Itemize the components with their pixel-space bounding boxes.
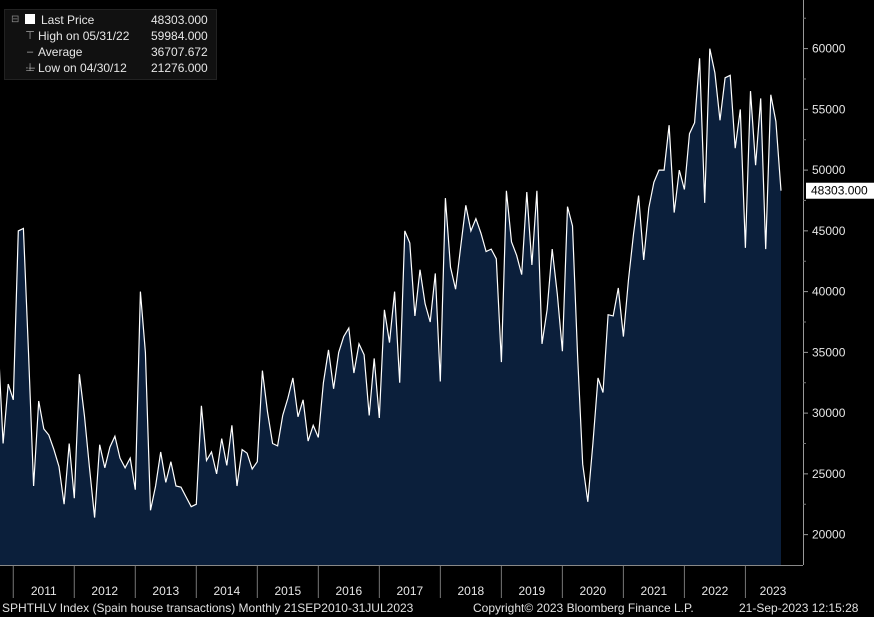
legend-row-average: –·– Average 36707.672	[5, 44, 216, 74]
x-tick-label: 2016	[335, 584, 362, 598]
low-marker-icon: ⊥	[25, 62, 35, 74]
x-tick-label: 2018	[457, 584, 484, 598]
high-marker-icon: ⊤	[25, 30, 35, 42]
footer-timestamp: 21-Sep-2023 12:15:28	[739, 601, 859, 615]
x-tick-label: 2019	[519, 584, 546, 598]
legend-row-last-price: ⊟ Last Price 48303.000	[5, 12, 216, 28]
legend-high-value: 59984.000	[151, 29, 208, 43]
collapse-icon[interactable]: ⊟	[11, 14, 20, 25]
legend-low-label: Low on 04/30/12	[38, 61, 127, 75]
legend-last-price-value: 48303.000	[151, 13, 208, 27]
x-tick-label: 2020	[580, 584, 607, 598]
x-tick-label: 2011	[31, 584, 57, 598]
footer-ticker: SPHTHLV Index (Spain house transactions)…	[2, 601, 414, 615]
y-tick-label: 45000	[812, 224, 846, 238]
footer-copyright: Copyright© 2023 Bloomberg Finance L.P.	[473, 601, 694, 615]
x-tick-label: 2023	[760, 584, 787, 598]
y-tick-label: 50000	[812, 163, 846, 177]
y-tick-label: 40000	[812, 285, 846, 299]
average-marker-icon: –·–	[25, 46, 35, 74]
y-tick-label: 60000	[812, 42, 846, 56]
series-area-fill	[0, 48, 781, 565]
last-value-tag: 48303.000	[806, 182, 874, 199]
x-tick-label: 2021	[641, 584, 668, 598]
last-price-swatch	[25, 14, 35, 24]
legend-low-value: 21276.000	[151, 61, 208, 75]
legend-row-low: ⊥ Low on 04/30/12 21276.000	[5, 60, 216, 76]
legend-high-label: High on 05/31/22	[38, 29, 130, 43]
legend-row-high: ⊤ High on 05/31/22 59984.000	[5, 28, 216, 44]
x-axis: 2011 2012 2013 2014 2015 2016 2017 2018 2019 2020…	[0, 565, 803, 598]
series-line	[0, 48, 782, 518]
x-tick-label: 2022	[702, 584, 729, 598]
y-tick-label: 30000	[812, 406, 846, 420]
legend-box: ⊟ Last Price 48303.000 ⊤ High on 05/31/2…	[4, 9, 217, 80]
legend-last-price-label: Last Price	[41, 13, 95, 27]
year-band-dividers	[12, 565, 746, 598]
legend-average-value: 36707.672	[151, 45, 208, 59]
legend-average-label: Average	[38, 45, 83, 59]
x-tick-label: 2017	[396, 584, 423, 598]
y-tick-label: 35000	[812, 345, 846, 359]
x-tick-label: 2012	[91, 584, 118, 598]
y-tick-label: 20000	[812, 528, 846, 542]
x-tick-label: 2013	[152, 584, 179, 598]
y-tick-label: 55000	[812, 102, 846, 116]
x-tick-label: 2015	[274, 584, 301, 598]
y-tick-label: 25000	[812, 467, 846, 481]
footer-bar: SPHTHLV Index (Spain house transactions)…	[0, 599, 874, 617]
x-tick-label: 2014	[213, 584, 240, 598]
y-axis: 20000 25000 30000 35000 40000 45000 50000 55000…	[803, 0, 846, 565]
last-value-label: 48303.000	[811, 184, 868, 198]
